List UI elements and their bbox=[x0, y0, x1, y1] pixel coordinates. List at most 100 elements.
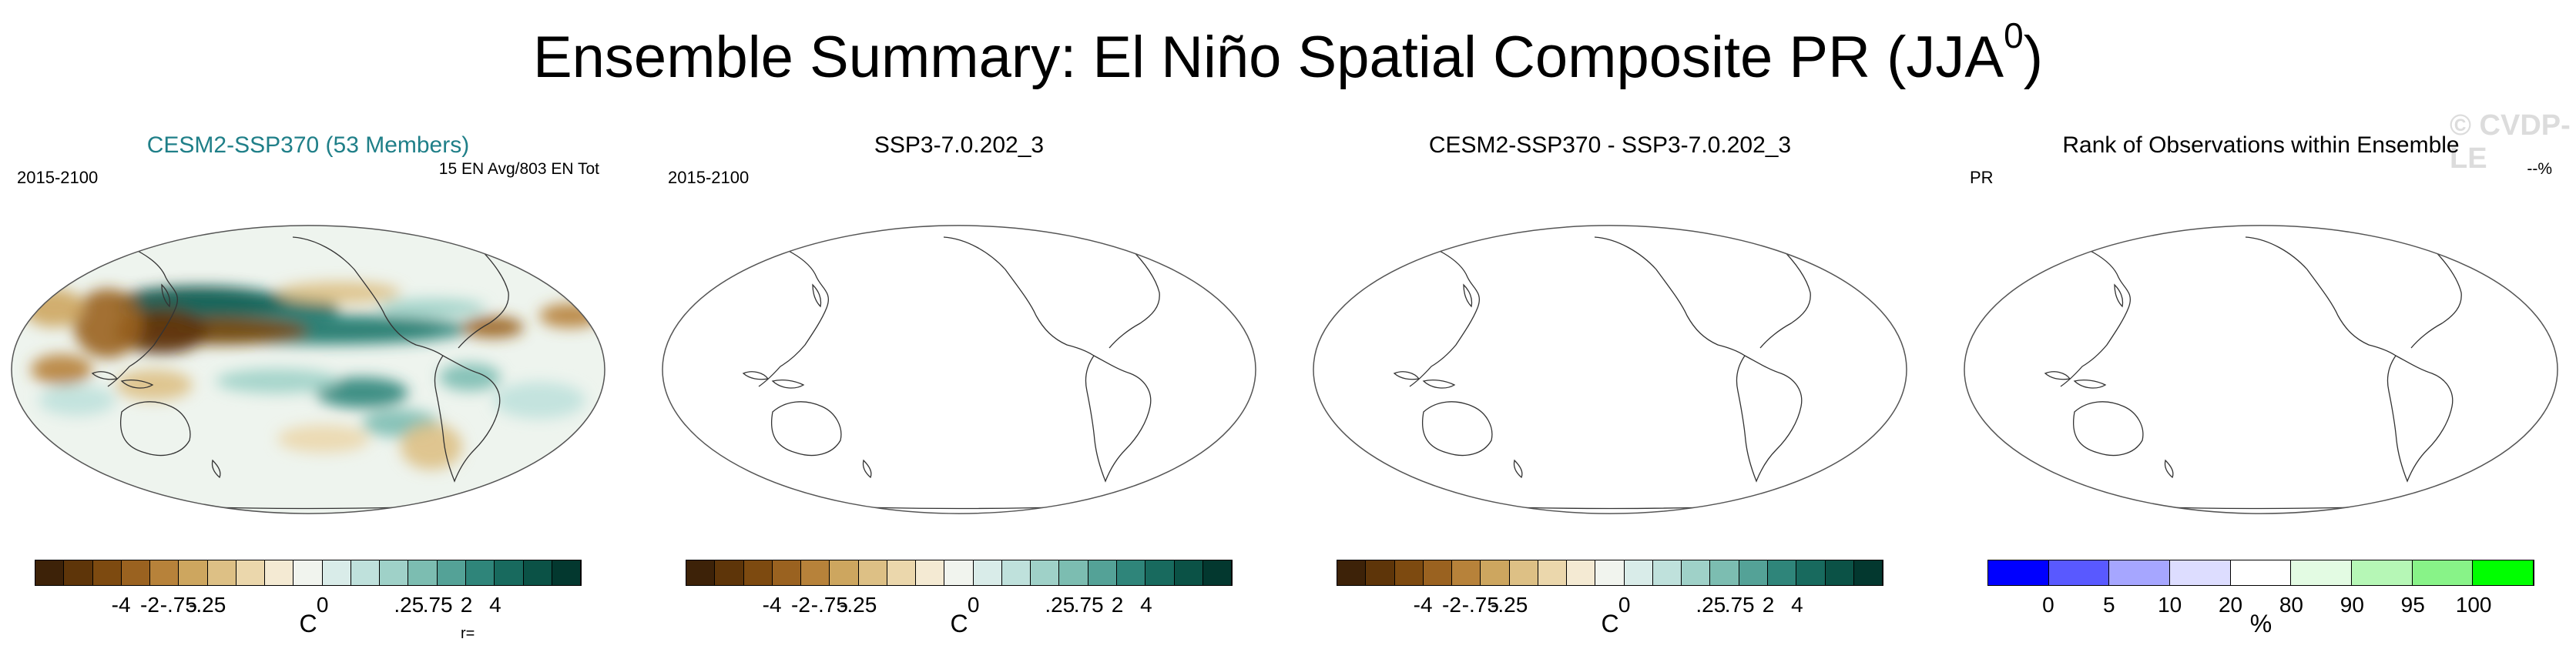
colorbar-tick-label: 0 bbox=[2042, 593, 2054, 617]
panel-difference: CESM2-SSP370 - SSP3-7.0.202_3 -4 -2 -.75 -.… bbox=[1302, 115, 1918, 647]
colorbar-segment bbox=[1059, 560, 1088, 585]
colorbar-tick-label: -.25 bbox=[1491, 593, 1528, 617]
colorbar-tick-label: -.25 bbox=[840, 593, 877, 617]
colorbar-tick-label: -2 bbox=[791, 593, 810, 617]
colorbar-segment bbox=[1682, 560, 1711, 585]
coastline bbox=[292, 236, 444, 356]
globe-layer bbox=[11, 225, 605, 514]
coastline bbox=[1401, 234, 1480, 387]
coastline bbox=[1142, 230, 1184, 256]
map-plot bbox=[1964, 225, 2558, 514]
colorbar-tick-label: 0 bbox=[967, 593, 980, 617]
coastline bbox=[2164, 459, 2174, 479]
coastline bbox=[1513, 459, 1523, 479]
colorbar-tick-label: .75 bbox=[422, 593, 453, 617]
colorbar-segment bbox=[150, 560, 179, 585]
colorbar-segment bbox=[1394, 560, 1424, 585]
colorbar-segment bbox=[351, 560, 381, 585]
globe-background bbox=[11, 225, 605, 514]
colorbar-segment bbox=[2109, 560, 2171, 585]
watermark: © CVDP-LE bbox=[2450, 109, 2571, 175]
panel-ssp3-7-0-202-3: SSP3-7.0.202_3 2015-2100 -4 -2 -.75 -.25 0 .2… bbox=[651, 115, 1267, 647]
coastline bbox=[211, 459, 221, 479]
map-plot bbox=[1313, 225, 1907, 514]
colorbar-tick-label: -2 bbox=[140, 593, 159, 617]
coastline bbox=[2386, 355, 2454, 483]
colorbar-segment bbox=[2230, 560, 2292, 585]
colorbar-segment bbox=[1624, 560, 1653, 585]
colorbar-tick-label: 2 bbox=[1111, 593, 1124, 617]
colorbar-tick-label: 95 bbox=[2400, 593, 2425, 617]
colorbar-segment bbox=[1452, 560, 1481, 585]
colorbar-tick-label: .25 bbox=[1045, 593, 1075, 617]
colorbar-segment bbox=[2473, 560, 2534, 585]
colorbar-ticks: -4 -2 -.75 -.25 0 .25.75 2 4 bbox=[686, 593, 1233, 621]
colorbar-segment bbox=[1116, 560, 1146, 585]
globe-outline bbox=[1313, 225, 1907, 514]
coastline bbox=[434, 355, 501, 483]
colorbar-segment bbox=[523, 560, 552, 585]
colorbar-segment bbox=[64, 560, 93, 585]
anomaly-region bbox=[439, 363, 501, 391]
anomaly-region bbox=[401, 423, 462, 470]
panel-title: SSP3-7.0.202_3 bbox=[874, 132, 1045, 158]
anomaly-region bbox=[377, 299, 485, 317]
colorbar-segment bbox=[1710, 560, 1739, 585]
globe-background bbox=[1313, 225, 1907, 514]
colorbar-segment bbox=[179, 560, 208, 585]
colorbar-segment bbox=[1739, 560, 1768, 585]
period-label: 2015-2100 bbox=[668, 168, 750, 187]
colorbar-segment bbox=[121, 560, 151, 585]
colorbar-tick-label: 4 bbox=[1140, 593, 1152, 617]
colorbar-segment bbox=[2352, 560, 2413, 585]
colorbar-segment bbox=[772, 560, 802, 585]
colorbar-segment bbox=[2170, 560, 2231, 585]
anomaly-region bbox=[539, 303, 601, 328]
globe-layer bbox=[1964, 225, 2558, 514]
colorbar-tick-label: 90 bbox=[2340, 593, 2364, 617]
colorbar-tick-label: 2 bbox=[460, 593, 473, 617]
colorbar-segment bbox=[1988, 560, 2049, 585]
colorbar-segment bbox=[380, 560, 409, 585]
colorbar-segment bbox=[1174, 560, 1203, 585]
colorbar-tick-label: 4 bbox=[1791, 593, 1803, 617]
colorbar-segment bbox=[207, 560, 236, 585]
colorbar-segment bbox=[944, 560, 974, 585]
globe-outline bbox=[11, 225, 605, 514]
coastline bbox=[458, 246, 509, 349]
anomaly-region bbox=[116, 370, 193, 400]
colorbar-segment bbox=[552, 560, 582, 585]
colorbar-segment bbox=[1509, 560, 1538, 585]
colorbar-ticks: -4 -2 -.75 -.25 0 .25.75 2 4 bbox=[1337, 593, 1883, 621]
colorbar-tick-label: -.75 bbox=[159, 593, 197, 617]
colorbar-segment bbox=[1652, 560, 1682, 585]
colorbar-tick-label: 100 bbox=[2455, 593, 2492, 617]
event-count-label: 15 EN Avg/803 EN Tot bbox=[438, 160, 599, 178]
colorbar-segment bbox=[35, 560, 65, 585]
coastline bbox=[1736, 355, 1803, 483]
colorbar-segment bbox=[1423, 560, 1453, 585]
colorbar-segment bbox=[1796, 560, 1826, 585]
anomaly-region bbox=[23, 289, 85, 327]
colorbar-segment bbox=[92, 560, 122, 585]
anomaly-region bbox=[31, 354, 92, 385]
colorbar-tick-label: -4 bbox=[111, 593, 131, 617]
anomaly-region bbox=[216, 369, 339, 393]
colorbar-segment bbox=[1825, 560, 1854, 585]
colorbar-segment bbox=[1337, 560, 1367, 585]
colorbar-ticks: -4 -2 -.75 -.25 0 .25.75 2 4 bbox=[35, 593, 582, 621]
panel-title: CESM2-SSP370 - SSP3-7.0.202_3 bbox=[1428, 132, 1792, 158]
coastline bbox=[161, 283, 171, 308]
colorbar-segment bbox=[2412, 560, 2474, 585]
colorbar-segment bbox=[2291, 560, 2353, 585]
coastline bbox=[2044, 371, 2071, 380]
coastline bbox=[91, 371, 119, 380]
coastline bbox=[1594, 236, 1746, 356]
colorbar-segment bbox=[293, 560, 323, 585]
panel-title: Rank of Observations within Ensemble bbox=[2062, 132, 2460, 158]
coastline bbox=[2073, 401, 2144, 457]
colorbar-segment bbox=[265, 560, 294, 585]
panel-cesm2-ssp370: CESM2-SSP370 (53 Members) 2015-2100 15 E… bbox=[0, 115, 616, 647]
colorbar-tick-label: -.75 bbox=[810, 593, 848, 617]
colorbar-tick-label: -4 bbox=[762, 593, 782, 617]
